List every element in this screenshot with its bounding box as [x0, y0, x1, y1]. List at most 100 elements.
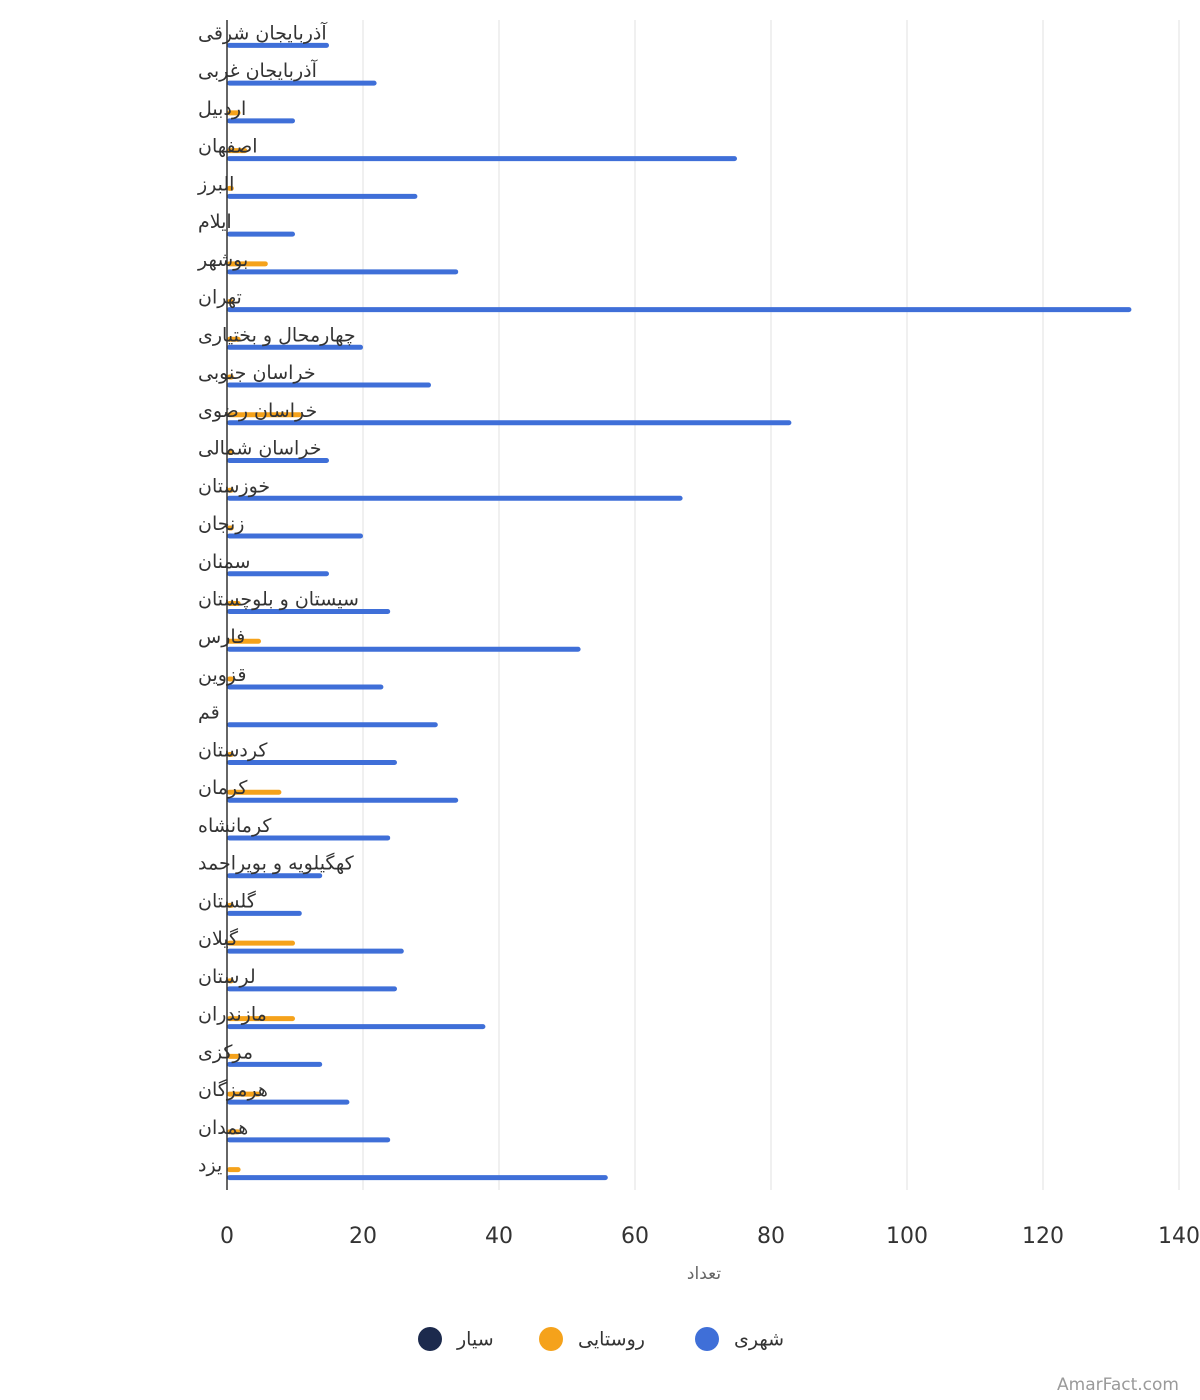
bar [227, 420, 792, 426]
bar [227, 269, 459, 275]
bar [227, 382, 431, 388]
bar [227, 344, 363, 350]
bar [227, 789, 282, 795]
category-label: مازندران [198, 1004, 267, 1026]
category-label: کرمان [198, 777, 248, 799]
bar [227, 1053, 241, 1059]
category-label: البرز [197, 173, 234, 195]
bar [227, 495, 683, 501]
bar [227, 148, 248, 154]
bar [227, 1175, 608, 1181]
x-tick-label: 0 [220, 1224, 234, 1249]
bar [227, 646, 581, 652]
category-label: گیلان [198, 927, 239, 950]
category-label: خراسان رضوی [198, 400, 317, 422]
x-tick-label: 100 [886, 1224, 928, 1249]
legend-label: سیار [456, 1329, 494, 1351]
bar [227, 336, 241, 342]
legend-marker [418, 1327, 442, 1351]
bar [227, 110, 241, 116]
bar [227, 1099, 350, 1105]
category-label: مرکزی [198, 1041, 253, 1063]
x-tick-label: 80 [757, 1224, 785, 1249]
category-label: یزد [198, 1155, 222, 1177]
watermark: AmarFact.com [1057, 1375, 1179, 1395]
bar [227, 902, 234, 908]
bar [227, 910, 302, 916]
bar [227, 751, 234, 757]
category-label: زنجان [198, 513, 244, 535]
category-label: اصفهان [198, 136, 258, 158]
bar [227, 601, 241, 606]
x-tick-label: 60 [621, 1224, 649, 1249]
bar [227, 571, 329, 577]
category-label: خراسان شمالی [198, 438, 322, 460]
x-tick-label: 140 [1158, 1224, 1200, 1249]
legend-label: شهری [734, 1329, 784, 1351]
bar [227, 118, 295, 124]
category-label: خوزستان [198, 475, 270, 497]
bar [227, 299, 234, 305]
category-label: خراسان جنوبی [198, 362, 316, 384]
bar [227, 1016, 295, 1022]
bar [227, 374, 234, 380]
category-label: قم [198, 702, 220, 724]
bar [227, 609, 391, 614]
bar [227, 231, 295, 237]
bar [227, 80, 377, 86]
category-label: کرمانشاه [198, 815, 272, 837]
bar [227, 722, 438, 728]
category-label: تهران [198, 287, 242, 309]
category-label: کهگیلویه و بویراحمد [198, 852, 355, 875]
bar [227, 1137, 391, 1143]
bar [227, 835, 391, 841]
bar [227, 1061, 323, 1067]
bar [227, 940, 295, 946]
category-label: اردبیل [198, 98, 246, 120]
bar [227, 533, 363, 539]
bar [227, 1129, 241, 1135]
bar [227, 978, 234, 984]
category-label: فارس [198, 626, 245, 648]
category-label: آذربایجان شرقی [198, 20, 327, 44]
bar [227, 307, 1132, 313]
x-axis-title: تعداد [687, 1264, 721, 1284]
x-tick-label: 120 [1022, 1224, 1064, 1249]
bar [227, 487, 234, 493]
legend-marker [695, 1327, 719, 1351]
bar [227, 638, 261, 644]
bar [227, 261, 268, 267]
bar [227, 1167, 241, 1173]
category-label: هرمزگان [198, 1078, 268, 1101]
bar [227, 948, 404, 954]
bar [227, 676, 234, 682]
bar [227, 684, 384, 690]
bar [227, 42, 329, 48]
category-label: سیستان و بلوچستان [198, 589, 359, 611]
bar [227, 412, 302, 418]
bar [227, 1091, 261, 1097]
legend-label: روستایی [578, 1329, 645, 1351]
bar [227, 450, 234, 456]
category-label: چهارمحال و بختیاری [198, 324, 356, 346]
bar [227, 986, 397, 992]
x-tick-label: 40 [485, 1224, 513, 1249]
category-label: سمنان [198, 551, 250, 573]
bar [227, 458, 329, 464]
bar [227, 1024, 486, 1030]
bar [227, 873, 323, 879]
bar [227, 156, 737, 162]
bar [227, 185, 234, 191]
category-label: آذربایجان غربی [198, 58, 318, 82]
bar [227, 797, 459, 803]
category-label: ایلام [198, 211, 232, 233]
legend-marker [539, 1327, 563, 1351]
bar [227, 525, 234, 531]
bar [227, 193, 418, 199]
category-label: بوشهر [197, 249, 248, 271]
bar [227, 759, 397, 765]
category-label: قزوین [198, 664, 247, 686]
x-tick-label: 20 [349, 1224, 377, 1249]
